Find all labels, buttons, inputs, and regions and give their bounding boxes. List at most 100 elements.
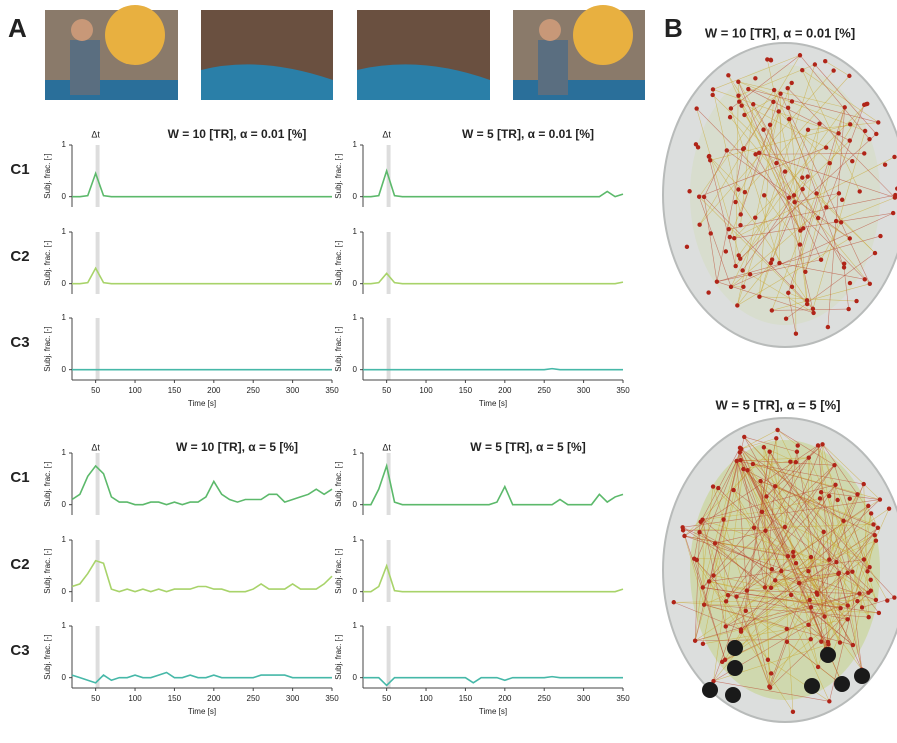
figure: A B W = 10 [TR], α = 0.01 [%] W = 5 [TR]… xyxy=(0,0,897,738)
node xyxy=(762,445,766,449)
stimulus-band xyxy=(387,318,391,380)
series-line xyxy=(363,677,623,686)
node xyxy=(767,450,771,454)
node xyxy=(791,710,795,714)
node xyxy=(868,578,872,582)
node xyxy=(824,205,828,209)
node xyxy=(818,496,822,500)
node xyxy=(878,234,882,238)
y-axis-label: Subj. frac. [-] xyxy=(334,326,343,371)
node xyxy=(740,268,744,272)
node xyxy=(807,456,811,460)
node xyxy=(772,88,776,92)
frame-detail xyxy=(70,40,100,95)
x-tick-label: 250 xyxy=(247,694,261,703)
node xyxy=(791,550,795,554)
node xyxy=(769,671,773,675)
y-tick-label: 1 xyxy=(62,140,67,149)
x-axis-label: Time [s] xyxy=(479,399,507,408)
series-line xyxy=(363,466,623,505)
x-tick-label: 350 xyxy=(325,386,339,395)
node xyxy=(798,228,802,232)
node xyxy=(775,428,779,432)
node xyxy=(851,643,855,647)
node xyxy=(716,486,720,490)
x-axis-label: Time [s] xyxy=(188,707,216,716)
node xyxy=(791,554,795,558)
node xyxy=(808,598,812,602)
x-tick-label: 300 xyxy=(286,694,300,703)
stimulus-band xyxy=(387,626,391,688)
y-axis-label: Subj. frac. [-] xyxy=(43,548,52,593)
node xyxy=(760,510,764,514)
node xyxy=(857,591,861,595)
y-tick-label: 0 xyxy=(353,192,358,201)
node xyxy=(763,529,767,533)
node xyxy=(694,142,698,146)
node xyxy=(892,595,896,599)
node xyxy=(697,223,701,227)
y-axis-label: Subj. frac. [-] xyxy=(334,461,343,506)
hub-node xyxy=(727,660,743,676)
node xyxy=(845,617,849,621)
row-label: C1 xyxy=(10,469,29,486)
series-line xyxy=(72,673,332,683)
series-line xyxy=(72,173,332,196)
y-tick-label: 1 xyxy=(62,227,67,236)
node xyxy=(701,585,705,589)
node xyxy=(774,436,778,440)
node xyxy=(848,236,852,240)
node xyxy=(846,307,850,311)
node xyxy=(700,517,704,521)
y-axis-label: Subj. frac. [-] xyxy=(334,548,343,593)
y-tick-label: 0 xyxy=(353,673,358,682)
y-tick-label: 1 xyxy=(353,227,358,236)
node xyxy=(779,569,783,573)
node xyxy=(846,603,850,607)
node xyxy=(743,190,747,194)
node xyxy=(766,658,770,662)
node xyxy=(711,484,715,488)
node xyxy=(758,479,762,483)
node xyxy=(823,59,827,63)
x-tick-label: 50 xyxy=(91,694,100,703)
hub-node xyxy=(727,640,743,656)
node xyxy=(770,308,774,312)
node xyxy=(725,148,729,152)
node xyxy=(732,236,736,240)
node xyxy=(734,594,738,598)
node xyxy=(763,585,767,589)
y-tick-label: 1 xyxy=(353,448,358,457)
node xyxy=(869,589,873,593)
y-tick-label: 0 xyxy=(62,500,67,509)
node xyxy=(720,660,724,664)
y-tick-label: 0 xyxy=(353,365,358,374)
node xyxy=(814,191,818,195)
node xyxy=(762,193,766,197)
node xyxy=(702,195,706,199)
node xyxy=(832,463,836,467)
video-frames xyxy=(45,5,645,100)
node xyxy=(724,249,728,253)
node xyxy=(672,600,676,604)
node xyxy=(848,496,852,500)
node xyxy=(752,526,756,530)
node xyxy=(863,129,867,133)
node xyxy=(770,567,774,571)
row-label: C2 xyxy=(10,556,29,573)
x-tick-label: 300 xyxy=(577,386,591,395)
node xyxy=(843,105,847,109)
node xyxy=(805,302,809,306)
x-tick-label: 50 xyxy=(382,386,391,395)
node xyxy=(711,87,715,91)
chart-title: W = 5 [TR], α = 0.01 [%] xyxy=(462,127,594,141)
node xyxy=(800,187,804,191)
node xyxy=(814,590,818,594)
y-tick-label: 1 xyxy=(353,140,358,149)
stimulus-band xyxy=(387,232,391,294)
node xyxy=(863,277,867,281)
y-tick-label: 0 xyxy=(62,192,67,201)
node xyxy=(848,138,852,142)
node xyxy=(835,498,839,502)
node xyxy=(727,227,731,231)
